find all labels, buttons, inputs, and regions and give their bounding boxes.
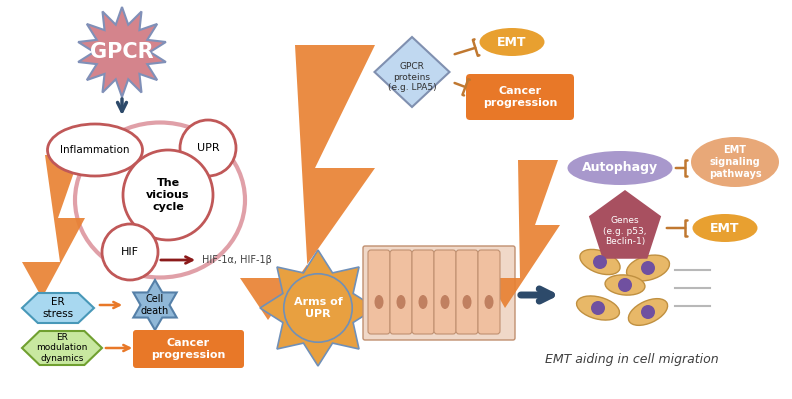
- Text: GPCR
proteins
(e.g. LPA5): GPCR proteins (e.g. LPA5): [388, 62, 436, 92]
- Text: GPCR: GPCR: [90, 42, 154, 62]
- Ellipse shape: [580, 249, 620, 275]
- Text: Cell
death: Cell death: [141, 294, 169, 316]
- Text: EMT aiding in cell migration: EMT aiding in cell migration: [545, 354, 719, 367]
- Circle shape: [591, 301, 605, 315]
- Ellipse shape: [463, 295, 471, 309]
- FancyBboxPatch shape: [133, 330, 244, 368]
- Text: Inflammation: Inflammation: [60, 145, 130, 155]
- FancyBboxPatch shape: [368, 250, 390, 334]
- FancyBboxPatch shape: [478, 250, 500, 334]
- Text: HIF-1α, HIF-1β: HIF-1α, HIF-1β: [202, 255, 272, 265]
- Circle shape: [641, 305, 655, 319]
- Circle shape: [618, 278, 632, 292]
- FancyBboxPatch shape: [412, 250, 434, 334]
- Text: The
vicious
cycle: The vicious cycle: [147, 178, 190, 211]
- Text: Cancer
progression: Cancer progression: [483, 86, 558, 108]
- Text: Cancer
progression: Cancer progression: [150, 338, 225, 360]
- Ellipse shape: [577, 296, 619, 320]
- Polygon shape: [488, 160, 560, 308]
- Polygon shape: [260, 250, 376, 366]
- Circle shape: [102, 224, 158, 280]
- Text: EMT: EMT: [497, 36, 527, 49]
- Polygon shape: [240, 45, 375, 320]
- Ellipse shape: [485, 295, 493, 309]
- Ellipse shape: [397, 295, 406, 309]
- Ellipse shape: [48, 124, 143, 176]
- Polygon shape: [22, 155, 85, 298]
- Ellipse shape: [568, 151, 672, 185]
- Ellipse shape: [691, 137, 779, 187]
- Ellipse shape: [375, 295, 383, 309]
- Text: HIF: HIF: [121, 247, 139, 257]
- Polygon shape: [375, 37, 450, 107]
- Ellipse shape: [692, 214, 757, 242]
- Ellipse shape: [626, 255, 669, 281]
- FancyBboxPatch shape: [466, 74, 574, 120]
- Polygon shape: [589, 190, 661, 259]
- Polygon shape: [22, 331, 102, 365]
- FancyBboxPatch shape: [434, 250, 456, 334]
- Ellipse shape: [479, 28, 545, 56]
- Circle shape: [180, 120, 236, 176]
- Text: EMT
signaling
pathways: EMT signaling pathways: [709, 145, 761, 179]
- Polygon shape: [133, 280, 177, 330]
- Text: EMT: EMT: [710, 221, 740, 235]
- Polygon shape: [78, 7, 166, 97]
- FancyBboxPatch shape: [390, 250, 412, 334]
- Text: Arms of
UPR: Arms of UPR: [294, 297, 342, 319]
- Ellipse shape: [418, 295, 428, 309]
- Text: ER
stress: ER stress: [43, 297, 74, 319]
- Circle shape: [641, 261, 655, 275]
- Circle shape: [593, 255, 607, 269]
- FancyBboxPatch shape: [363, 246, 515, 340]
- Ellipse shape: [628, 299, 668, 325]
- Ellipse shape: [605, 275, 645, 295]
- Circle shape: [284, 274, 352, 342]
- Text: ER
modulation
dynamics: ER modulation dynamics: [36, 333, 88, 363]
- Circle shape: [123, 150, 213, 240]
- Text: Genes
(e.g. p53,
Beclin-1): Genes (e.g. p53, Beclin-1): [604, 216, 647, 246]
- Polygon shape: [22, 293, 94, 323]
- Ellipse shape: [440, 295, 450, 309]
- FancyBboxPatch shape: [456, 250, 478, 334]
- Text: Autophagy: Autophagy: [582, 162, 658, 174]
- Text: UPR: UPR: [196, 143, 219, 153]
